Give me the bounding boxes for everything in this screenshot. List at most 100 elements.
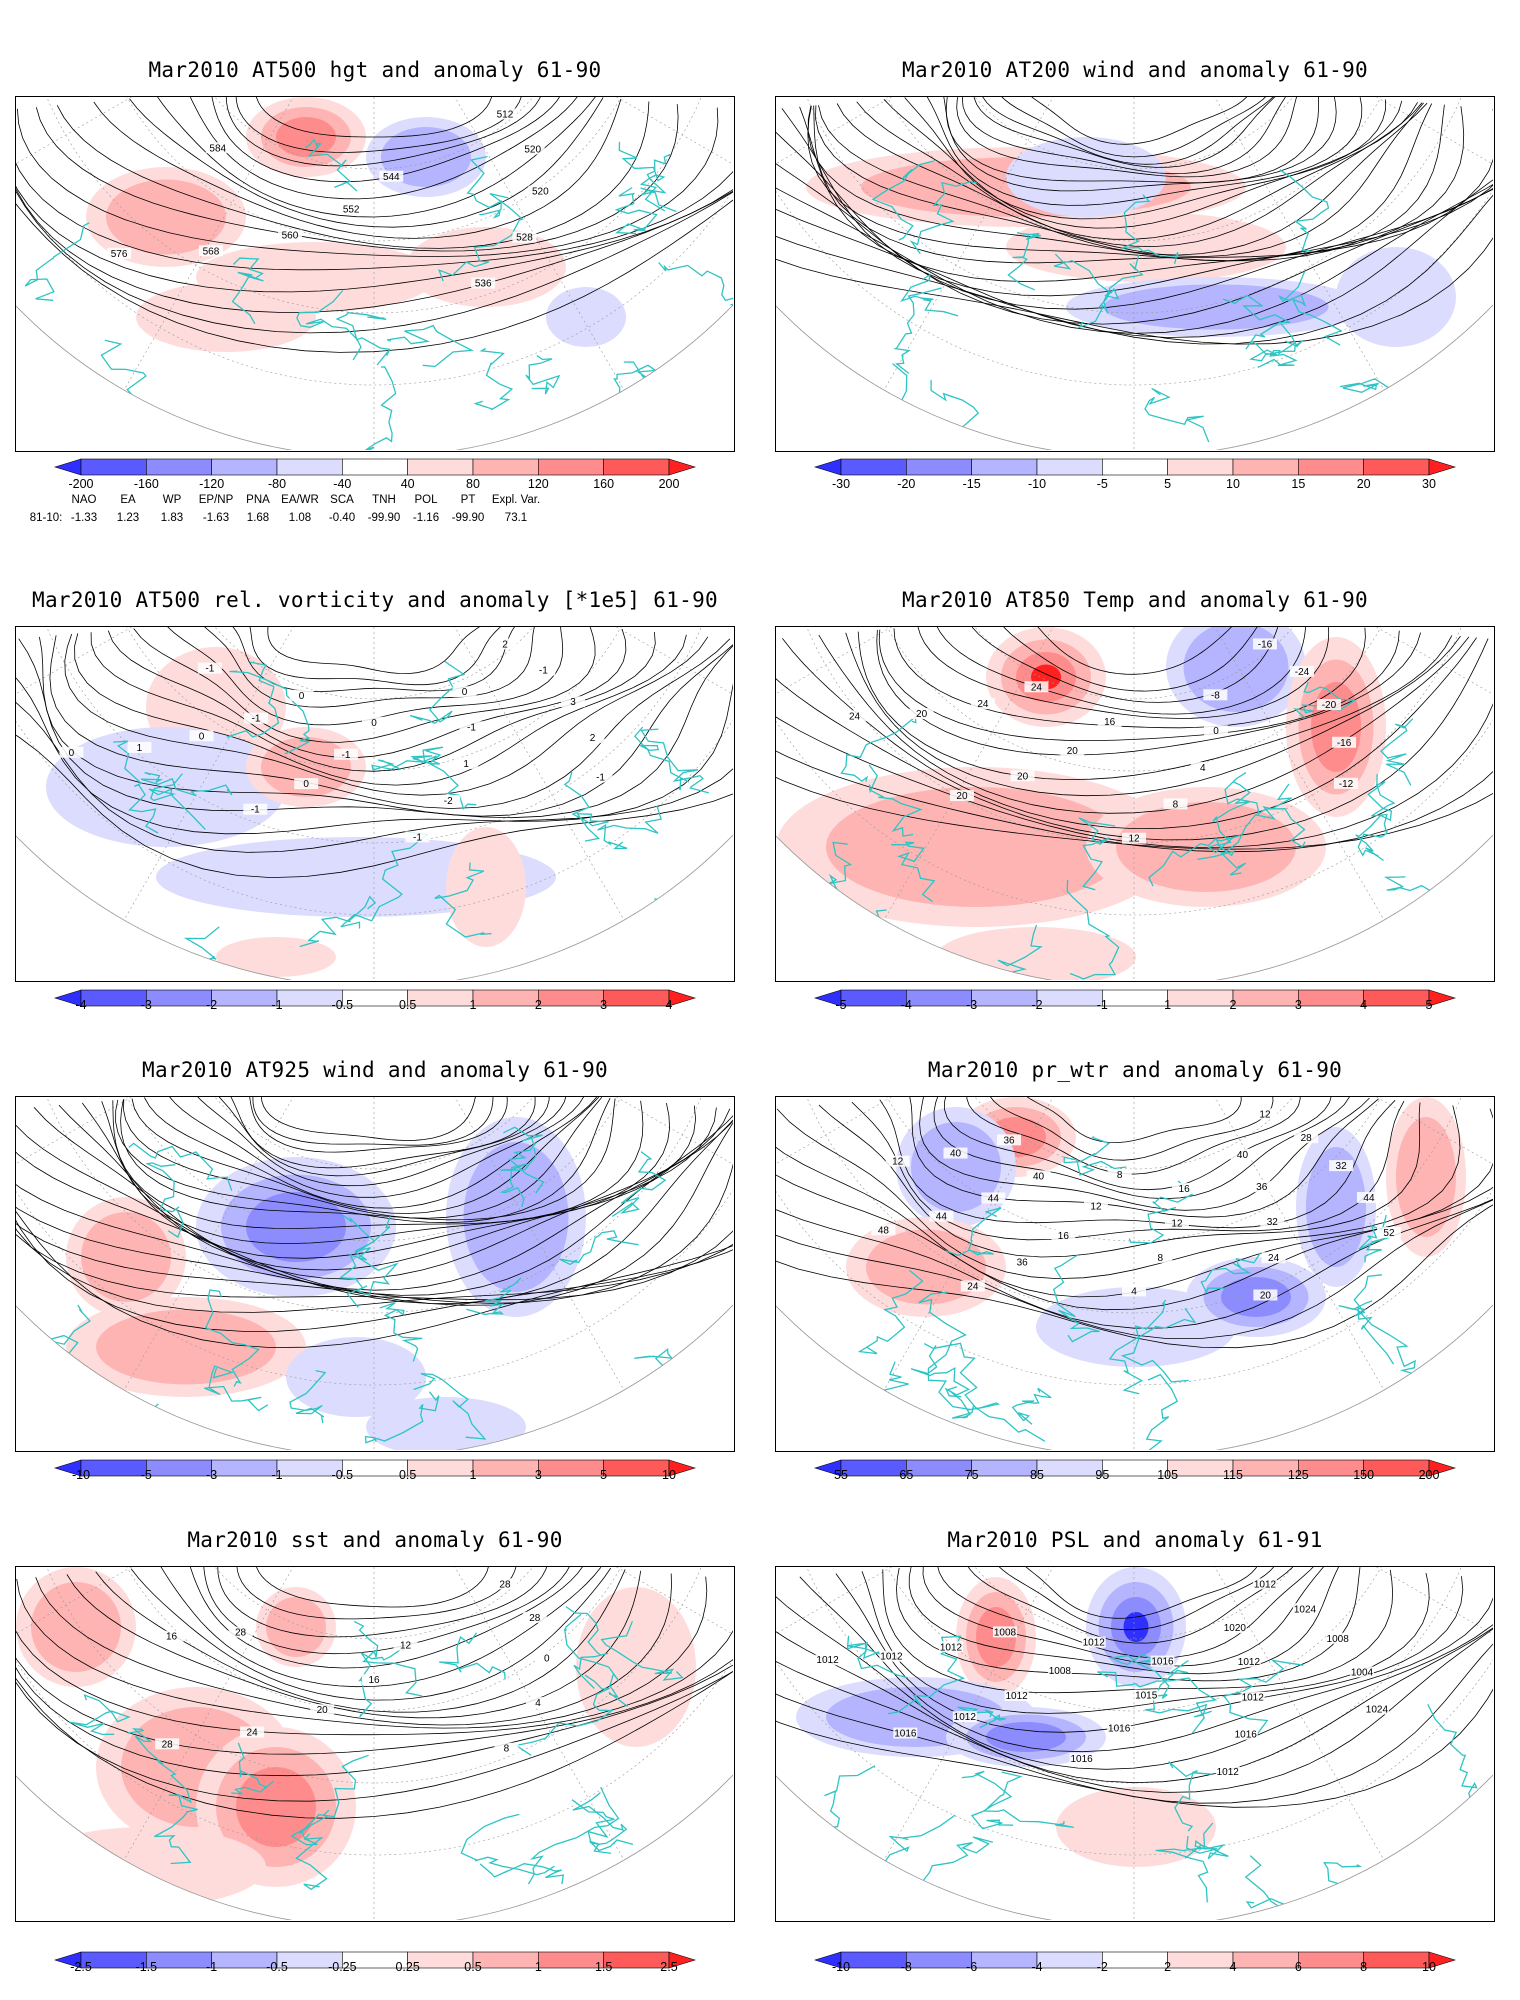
meridian	[883, 1567, 1135, 1861]
contour-line	[225, 97, 543, 167]
meridian	[373, 1567, 625, 1861]
colorbar-tick-label: -2	[1031, 998, 1043, 1012]
coastline	[1053, 253, 1120, 309]
anomaly-shade	[1103, 284, 1329, 330]
colorbar-tick-label: -160	[133, 477, 159, 491]
contour-label-bg	[893, 1727, 918, 1739]
meridian	[883, 97, 1135, 391]
contour-label: 24	[1031, 682, 1043, 693]
indices-header: EA	[120, 494, 136, 506]
colorbar-tick-label: -80	[267, 477, 287, 491]
contour-label-bg	[459, 721, 484, 733]
contour-label-bg	[842, 710, 867, 722]
latitude-circle	[849, 1097, 1419, 1242]
coastline	[499, 1147, 537, 1208]
contour-label-bg	[879, 1650, 904, 1662]
contour-line	[935, 627, 1307, 715]
contour-label: 24	[247, 1728, 259, 1739]
contour-label: 36	[1017, 1258, 1029, 1269]
contour-label-bg	[1148, 1251, 1173, 1263]
contour-label: 528	[516, 233, 533, 244]
contour-label-bg	[1252, 1108, 1277, 1120]
contour-label-bg	[1230, 1148, 1255, 1160]
anomaly-shade	[286, 1337, 426, 1417]
map-hemisphere	[16, 1567, 733, 1920]
contour-line	[131, 1097, 600, 1214]
coastline	[479, 1863, 565, 1885]
contour-line	[776, 1114, 1493, 1329]
coastline	[611, 1151, 667, 1218]
coastline	[918, 1291, 971, 1411]
contour-label-bg	[1083, 1200, 1108, 1212]
contour-label: 1016	[894, 1729, 917, 1740]
coastline	[961, 1770, 1014, 1830]
coastline	[563, 772, 609, 842]
coastline	[24, 222, 90, 301]
contour-label: 36	[1256, 1182, 1268, 1193]
contour-label: 44	[936, 1212, 948, 1223]
contour-label-bg	[1290, 665, 1315, 677]
teleconnection-indices: NAO EA WP EP/NP PNA EA/WR SCA TNH POL PT Expl. Var…	[24, 494, 744, 534]
map-hgt500: 512 520 520 528 536 544 552 560 568 576 584	[16, 97, 733, 450]
contour-label: -12	[1339, 779, 1354, 790]
contour-label-bg	[198, 245, 223, 257]
contour-label-bg	[1026, 1170, 1051, 1182]
contour-label: 2	[590, 733, 596, 744]
contour-line	[776, 110, 1493, 310]
contour-label-bg	[1236, 1655, 1261, 1667]
colorbar-tick-label: 2	[1164, 1960, 1172, 1974]
colorbar-tick-label: -0.5	[266, 1960, 288, 1974]
contour-label-bg	[240, 1726, 265, 1738]
contour-label-bg	[405, 831, 430, 843]
contour-label: 44	[988, 1193, 1000, 1204]
contour-label-bg	[1333, 777, 1358, 789]
colorbar-segment	[342, 458, 408, 476]
contour-line	[115, 1097, 611, 1224]
contour-label: 584	[209, 143, 226, 154]
contour-label-bg	[1024, 681, 1049, 693]
contour-label-bg	[1107, 1169, 1132, 1181]
coastline	[353, 1620, 423, 1697]
coastline	[891, 841, 936, 903]
colorbar-tick-label: 1	[534, 1960, 542, 1974]
contour-line	[776, 646, 1493, 850]
contour-line	[908, 1567, 1340, 1675]
contour-line	[123, 1097, 603, 1219]
colorbar-ticks-vort500: -4 -3 -2 -1 -0.5 0.5 1 2 3 4	[55, 998, 695, 1014]
colorbar-tick-label: 3	[1294, 998, 1302, 1012]
contour-line	[776, 115, 1493, 345]
contour-label-bg	[1190, 762, 1215, 774]
hemisphere-disc	[776, 1097, 1493, 1450]
contour-line	[904, 97, 1386, 220]
contour-label-bg	[1004, 1690, 1029, 1702]
coastline	[525, 355, 561, 395]
coastline	[565, 1606, 609, 1689]
contour-line	[33, 1107, 731, 1280]
contour-line	[917, 627, 1330, 719]
contour-label-bg	[294, 778, 319, 790]
colorbar-arrow-high	[1428, 1459, 1457, 1477]
colorbar-tick-label: 10	[1226, 477, 1240, 491]
coastline	[1197, 781, 1251, 861]
contour-label-bg	[1249, 1181, 1274, 1193]
colorbar-segment	[472, 458, 539, 476]
colorbar-tick-label: 2	[1229, 998, 1237, 1012]
colorbar-tick-label: -15	[962, 477, 981, 491]
coastline	[127, 1403, 170, 1450]
contour-label: 544	[383, 172, 400, 183]
colorbar-segment	[1167, 458, 1234, 476]
contour-label: -16	[1337, 738, 1352, 749]
colorbar-tick-label: 120	[527, 477, 549, 491]
contour-label-bg	[1134, 1689, 1159, 1701]
contour-label-bg	[1150, 1655, 1175, 1667]
coastline	[113, 740, 159, 834]
contour-line	[236, 1567, 518, 1620]
contour-line	[896, 1567, 1361, 1682]
colorbar-tick-label: -0.5	[331, 1468, 354, 1482]
map-hemisphere	[776, 627, 1493, 980]
coastline	[379, 1302, 423, 1362]
contour-label-bg	[1222, 1622, 1247, 1634]
coastline	[1277, 271, 1343, 346]
anomaly-shade	[406, 227, 566, 307]
contour-label: 12	[892, 1157, 904, 1168]
